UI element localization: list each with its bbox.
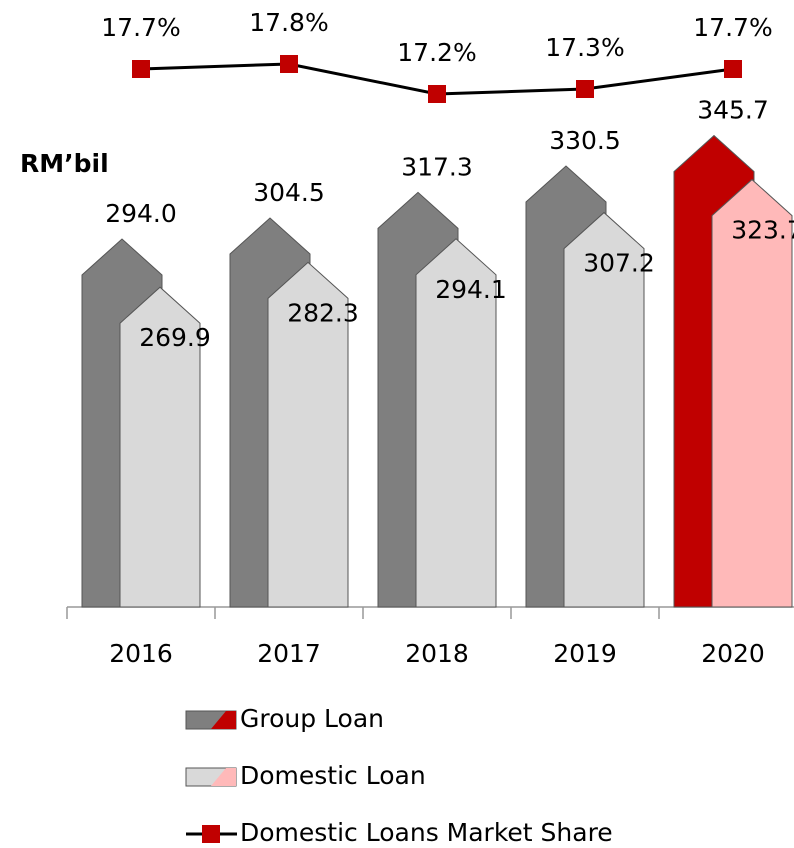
bar [711,178,793,608]
marker [280,55,298,73]
marker [576,80,594,98]
data-label: 330.5 [549,126,621,155]
legend-swatch [211,711,236,729]
x-tick-label: 2019 [553,639,617,668]
marker [428,85,446,103]
legend-label: Domestic Loans Market Share [240,818,613,847]
x-tick-label: 2017 [257,639,321,668]
data-label: 17.2% [397,38,476,67]
data-label: 294.1 [435,275,507,304]
data-label: 269.9 [139,323,211,352]
x-tick-label: 2018 [405,639,469,668]
bar [119,286,201,608]
data-label: 304.5 [253,178,325,207]
legend-label: Group Loan [240,704,384,733]
data-label: 17.8% [249,8,328,37]
bar [563,211,645,608]
data-label: 17.7% [693,13,772,42]
data-label: 294.0 [105,199,177,228]
data-label: 17.7% [101,13,180,42]
data-label: 323.7 [731,216,794,245]
x-tick-label: 2020 [701,639,765,668]
legend-label: Domestic Loan [240,761,426,790]
marker [132,60,150,78]
marker [724,60,742,78]
bar [415,238,497,608]
legend-swatch [211,768,236,786]
data-label: 17.3% [545,33,624,62]
bar [267,261,349,608]
legend-swatch [202,825,220,843]
data-label: 317.3 [401,152,473,181]
data-label: 282.3 [287,298,359,327]
x-tick-label: 2016 [109,639,173,668]
y-axis-label: RM’bil [20,149,109,178]
data-label: 307.2 [583,249,655,278]
data-label: 345.7 [697,96,769,125]
